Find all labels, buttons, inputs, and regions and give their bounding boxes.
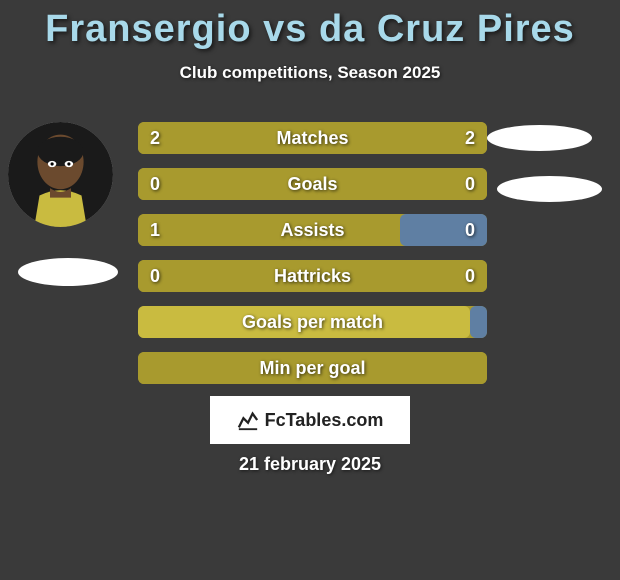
player1-avatar — [8, 122, 113, 227]
stat-row: Min per goal — [138, 352, 487, 384]
player2-shadow-ellipse-1 — [487, 125, 592, 151]
stat-label: Goals per match — [138, 306, 487, 338]
brand-text: FcTables.com — [265, 410, 384, 431]
player1-shadow-ellipse — [18, 258, 118, 286]
stat-row: Goals per match — [138, 306, 487, 338]
footer-date: 21 february 2025 — [0, 454, 620, 475]
player2-shadow-ellipse-2 — [497, 176, 602, 202]
title-vs: vs — [263, 8, 307, 50]
subtitle: Club competitions, Season 2025 — [0, 63, 620, 83]
stat-row: 22Matches — [138, 122, 487, 154]
player1-name: Fransergio — [45, 8, 251, 50]
stats-panel: 22Matches 00Goals 10Assists 00Hattricks Goal… — [138, 122, 487, 398]
page-title: Fransergio vs da Cruz Pires — [0, 0, 620, 51]
stat-label: Hattricks — [138, 260, 487, 292]
stat-row: 00Goals — [138, 168, 487, 200]
comparison-card: Fransergio vs da Cruz Pires Club competi… — [0, 0, 620, 580]
stat-label: Assists — [138, 214, 487, 246]
stat-label: Matches — [138, 122, 487, 154]
avatar-placeholder-icon — [8, 122, 113, 227]
stat-label: Min per goal — [138, 352, 487, 384]
brand-badge: FcTables.com — [210, 396, 410, 444]
stat-row: 00Hattricks — [138, 260, 487, 292]
chart-icon — [237, 409, 259, 431]
stat-row: 10Assists — [138, 214, 487, 246]
player2-name: da Cruz Pires — [319, 8, 575, 50]
stat-label: Goals — [138, 168, 487, 200]
